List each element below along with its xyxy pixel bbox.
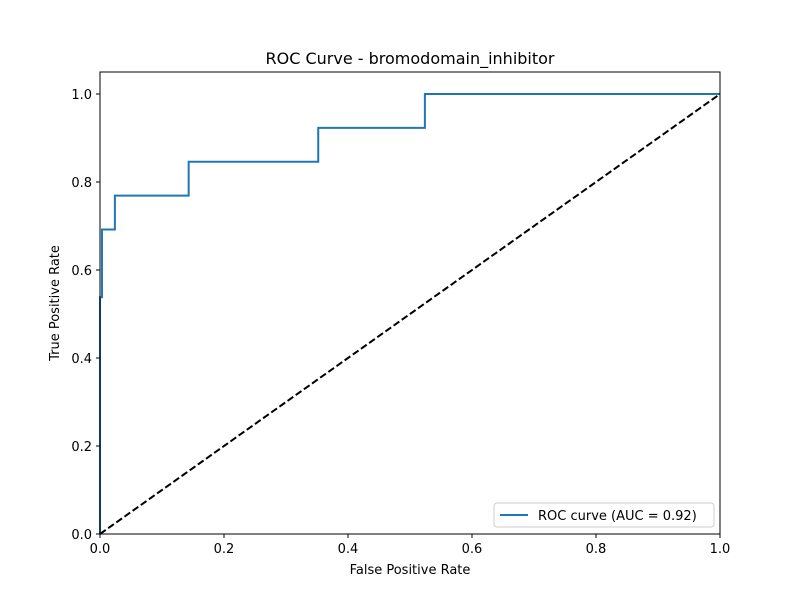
plot-frame [99, 71, 721, 535]
x-tick-label: 0.2 [214, 542, 235, 557]
x-axis-ticks: 0.0 0.2 0.4 0.6 0.8 1.0 [90, 534, 731, 557]
y-axis-label: True Positive Rate [48, 245, 63, 362]
x-tick-label: 0.4 [338, 542, 359, 557]
y-axis-ticks: 0.0 0.2 0.4 0.6 0.8 1.0 [71, 88, 100, 543]
y-tick-label: 0.4 [71, 352, 92, 367]
x-tick-label: 0.6 [462, 542, 483, 557]
x-tick-label: 0.8 [586, 542, 607, 557]
chance-diagonal-line [99, 93, 721, 535]
y-tick-label: 1.0 [71, 88, 92, 103]
plot-area [99, 71, 721, 535]
x-tick-label: 0.0 [90, 542, 111, 557]
x-tick-label: 1.0 [710, 542, 731, 557]
legend: ROC curve (AUC = 0.92) [493, 502, 715, 528]
legend-label: ROC curve (AUC = 0.92) [538, 509, 697, 524]
chart-title: ROC Curve - bromodomain_inhibitor [266, 49, 555, 69]
y-tick-label: 0.6 [71, 264, 92, 279]
y-tick-label: 0.8 [71, 176, 92, 191]
x-axis-label: False Positive Rate [350, 563, 471, 578]
plot-background [100, 72, 720, 534]
legend-box [493, 502, 715, 528]
y-tick-label: 0.2 [71, 440, 92, 455]
y-tick-label: 0.0 [71, 528, 92, 543]
